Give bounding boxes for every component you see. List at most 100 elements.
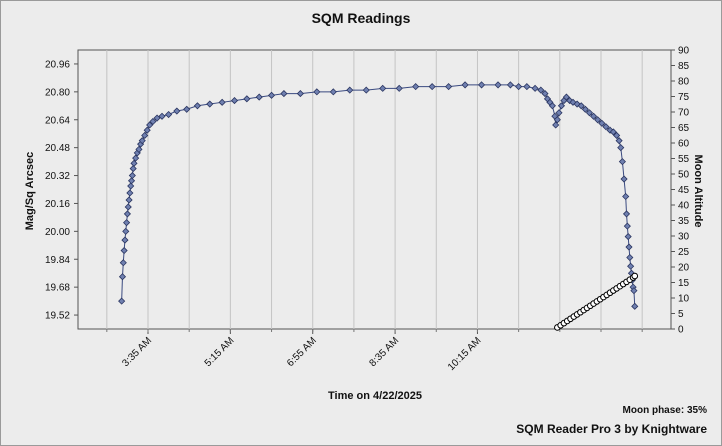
sqm-data-point [461, 81, 469, 89]
y2-tick-label: 70 [678, 108, 690, 119]
sqm-data-point [128, 171, 136, 180]
sqm-data-point [126, 189, 134, 197]
sqm-data-point [132, 154, 140, 162]
sqm-data-point [123, 210, 131, 218]
sqm-data-point [631, 302, 639, 310]
y2-tick-label: 60 [678, 139, 690, 150]
sqm-data-point [124, 203, 132, 211]
x-tick-label: 3:35 AM [120, 335, 154, 369]
y2-tick-label: 20 [678, 263, 690, 274]
sqm-data-point [615, 137, 623, 145]
sqm-data-point [618, 158, 626, 166]
y2-tick-label: 0 [678, 325, 684, 336]
sqm-data-point [553, 116, 561, 124]
y-tick-label: 20.32 [45, 171, 70, 182]
sqm-data-point [243, 95, 251, 103]
sqm-data-point [590, 112, 598, 120]
y2-tick-label: 35 [678, 216, 690, 227]
sqm-data-point [602, 123, 610, 131]
sqm-data-point [329, 88, 337, 96]
sqm-data-point [138, 137, 146, 145]
y2-tick-label: 25 [678, 247, 690, 258]
sqm-data-point [379, 84, 387, 92]
sqm-data-point [193, 102, 201, 110]
sqm-data-point [627, 262, 635, 270]
sqm-data-point [141, 131, 149, 140]
sqm-data-point [562, 93, 570, 101]
sqm-data-point [118, 297, 126, 305]
y2-tick-label: 90 [678, 46, 690, 57]
sqm-data-point [581, 105, 589, 113]
sqm-data-point [267, 91, 276, 99]
y2-tick-label: 65 [678, 123, 690, 134]
brand-label: SQM Reader Pro 3 by Knightware [516, 422, 707, 436]
sqm-data-point [622, 192, 630, 201]
y-tick-label: 19.52 [45, 311, 70, 322]
plot-area [77, 49, 672, 330]
sqm-data-point [626, 253, 634, 262]
sqm-data-point [630, 287, 638, 295]
y-tick-label: 20.48 [45, 143, 70, 154]
sqm-data-point [143, 126, 151, 134]
y-tick-label: 19.84 [45, 255, 70, 266]
sqm-data-point [557, 102, 566, 110]
y-tick-label: 20.00 [45, 227, 70, 238]
y2-tick-label: 10 [678, 294, 690, 305]
sqm-data-point [598, 119, 606, 127]
sqm-data-point [165, 110, 173, 119]
sqm-data-point [149, 117, 157, 126]
sqm-data-point [494, 81, 502, 89]
sqm-data-point [120, 246, 128, 255]
y2-tick-label: 80 [678, 77, 690, 88]
moon-data-point [631, 272, 639, 280]
sqm-data-point [129, 165, 137, 173]
sqm-data-point [130, 159, 138, 167]
y-tick-label: 20.16 [45, 199, 70, 210]
sqm-data-point [609, 128, 617, 136]
sqm-data-point [585, 109, 594, 117]
sqm-data-point [255, 93, 263, 101]
sqm-data-point [125, 196, 133, 204]
y-tick-label: 20.64 [45, 115, 70, 126]
sqm-data-point [158, 112, 166, 120]
y2-tick-label: 5 [678, 309, 684, 320]
sqm-data-point [506, 81, 514, 89]
sqm-data-point [594, 116, 602, 124]
sqm-data-point [183, 105, 191, 113]
sqm-data-point [548, 102, 556, 110]
sqm-data-point [622, 210, 631, 218]
sqm-data-point [153, 114, 161, 122]
sqm-data-point [625, 243, 633, 251]
sqm-data-point [620, 175, 628, 183]
sqm-data-point [515, 83, 523, 91]
sqm-data-point [523, 83, 531, 91]
sqm-data-point [127, 177, 136, 185]
sqm-data-point [617, 144, 625, 152]
x-tick-label: 8:35 AM [367, 335, 401, 369]
chart-title: SQM Readings [312, 10, 411, 26]
sqm-data-point [313, 88, 321, 96]
sqm-data-point [531, 84, 539, 92]
sqm-data-point [577, 102, 585, 110]
y2-tick-label: 40 [678, 201, 690, 212]
sqm-data-point [173, 107, 181, 115]
sqm-data-point [346, 86, 354, 94]
sqm-data-point [395, 84, 403, 92]
sqm-data-point [296, 90, 304, 98]
sqm-data-point [123, 219, 131, 227]
sqm-data-point [537, 86, 545, 94]
y-tick-label: 19.68 [45, 283, 70, 294]
sqm-data-point [146, 121, 154, 129]
y2-axis-label: Moon Altitude [692, 155, 704, 228]
sqm-data-point [118, 273, 127, 281]
sqm-data-point [555, 109, 563, 117]
x-tick-label: 6:55 AM [285, 335, 319, 369]
y2-tick-label: 30 [678, 232, 690, 243]
sqm-data-point [119, 259, 127, 267]
sqm-data-point [362, 86, 370, 94]
y2-tick-label: 15 [678, 278, 690, 289]
y2-tick-label: 50 [678, 170, 690, 181]
y-tick-label: 20.80 [45, 87, 70, 98]
